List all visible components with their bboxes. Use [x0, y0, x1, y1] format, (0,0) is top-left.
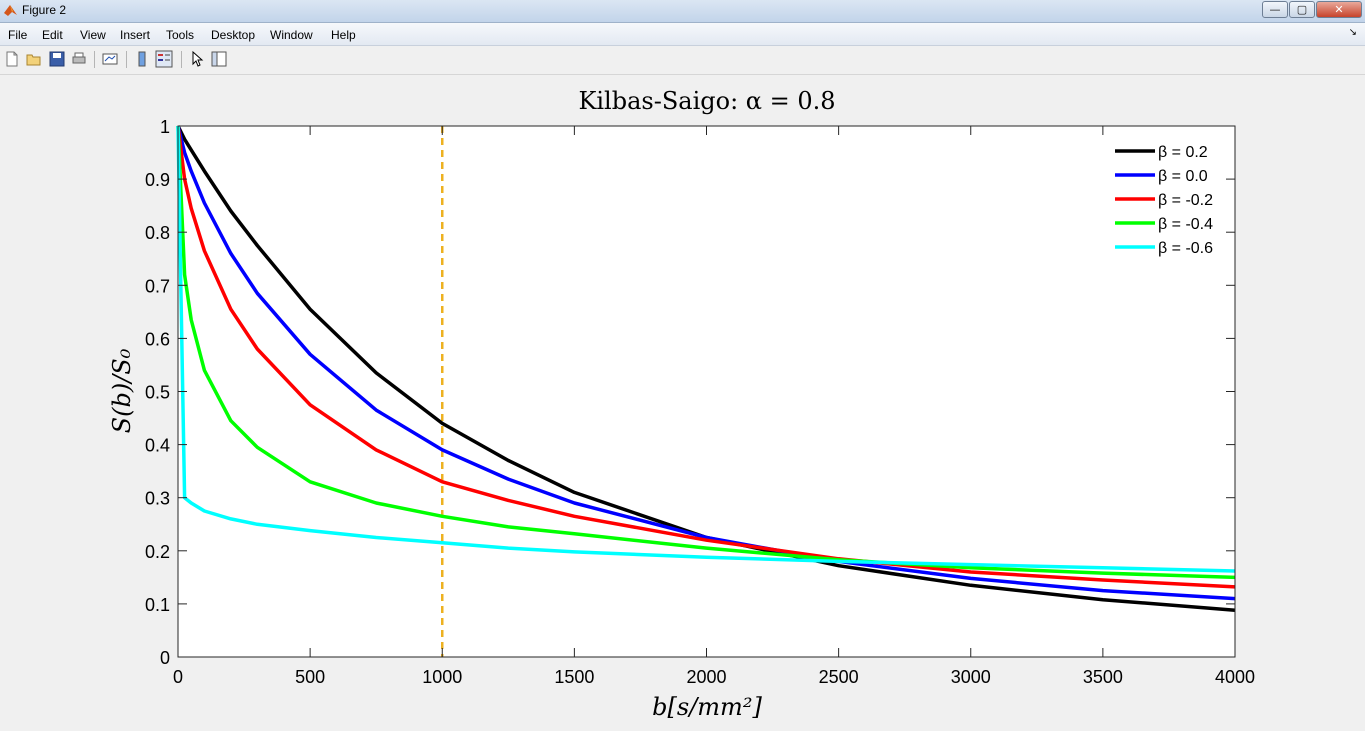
menu-edit[interactable]: Edit — [42, 28, 63, 42]
open-file-icon[interactable] — [25, 50, 43, 68]
y-tick-label: 0 — [160, 648, 170, 668]
series-line-0[interactable] — [176, 125, 1236, 613]
y-tick-label: 0.7 — [145, 276, 170, 296]
menu-insert[interactable]: Insert — [120, 28, 151, 42]
save-icon[interactable] — [48, 50, 66, 68]
window-title-bar[interactable]: Figure 2 — ▢ ✕ — [0, 0, 1365, 23]
link-plot-icon[interactable] — [101, 50, 119, 68]
y-tick-label: 1 — [160, 117, 170, 137]
y-tick-label: 0.5 — [145, 383, 170, 403]
x-tick-label: 3500 — [1083, 667, 1123, 687]
x-tick-label: 2500 — [819, 667, 859, 687]
y-tick-label: 0.8 — [145, 223, 170, 243]
print-icon[interactable] — [70, 50, 88, 68]
menu-desktop[interactable]: Desktop — [211, 28, 256, 42]
menu-bar: File Edit View Insert Tools Desktop Wind… — [0, 23, 1365, 46]
y-axis-label: S(b)/S₀ — [108, 348, 136, 433]
x-tick-label: 3000 — [951, 667, 991, 687]
x-tick-label: 1500 — [554, 667, 594, 687]
series-line-1[interactable] — [176, 125, 1236, 601]
tick-layer: 0 500 1000 1500 2000 2500 3000 3500 4000 0 0.1 0.2 0… — [145, 117, 1255, 687]
maximize-icon: ▢ — [1296, 3, 1308, 16]
dock-arrow-icon[interactable]: ↘ — [1348, 27, 1357, 38]
close-button[interactable]: ✕ — [1316, 1, 1362, 18]
x-axis-label: b[s/mm²] — [652, 693, 762, 721]
menu-help[interactable]: Help — [331, 28, 356, 42]
toolbar-separator — [94, 51, 95, 68]
figure-canvas: Kilbas-Saigo: α = 0.8 0 500 1000 1500 2000 25… — [0, 75, 1365, 727]
figure-toolbar — [0, 46, 1365, 75]
colorbar-icon[interactable] — [133, 50, 151, 68]
legend[interactable]: β = 0.2 β = 0.0 β = -0.2 β = -0.4 β = -0.6 — [1115, 144, 1213, 257]
legend-label-2: β = -0.2 — [1158, 192, 1213, 209]
y-tick-label: 0.4 — [145, 436, 170, 456]
legend-label-4: β = -0.6 — [1158, 240, 1213, 257]
legend-label-0: β = 0.2 — [1158, 144, 1208, 161]
x-tick-label: 0 — [173, 667, 183, 687]
toolbar-separator — [181, 51, 182, 68]
y-tick-label: 0.9 — [145, 170, 170, 190]
series-line-4[interactable] — [176, 125, 1236, 573]
new-figure-icon[interactable] — [3, 50, 21, 68]
y-tick-label: 0.1 — [145, 595, 170, 615]
minimize-button[interactable]: — — [1262, 1, 1288, 18]
y-tick-label: 0.6 — [145, 329, 170, 349]
y-tick-label: 0.3 — [145, 489, 170, 509]
legend-label-1: β = 0.0 — [1158, 168, 1208, 185]
close-icon: ✕ — [1334, 3, 1344, 16]
series-layer — [176, 125, 1236, 613]
x-tick-label: 4000 — [1215, 667, 1255, 687]
legend-label-3: β = -0.4 — [1158, 216, 1213, 233]
x-tick-label: 2000 — [686, 667, 726, 687]
x-tick-label: 1000 — [422, 667, 462, 687]
minimize-icon: — — [1269, 3, 1281, 16]
y-tick-label: 0.2 — [145, 542, 170, 562]
legend-icon[interactable] — [155, 50, 173, 68]
chart-title: Kilbas-Saigo: α = 0.8 — [578, 87, 835, 115]
property-editor-icon[interactable] — [210, 50, 228, 68]
matlab-logo-icon — [4, 5, 17, 16]
window-title: Figure 2 — [22, 3, 67, 17]
menu-file[interactable]: File — [8, 28, 28, 42]
edit-plot-arrow-icon[interactable] — [188, 50, 206, 68]
toolbar-separator — [126, 51, 127, 68]
menu-window[interactable]: Window — [270, 28, 313, 42]
menu-tools[interactable]: Tools — [166, 28, 195, 42]
x-tick-label: 500 — [295, 667, 325, 687]
menu-view[interactable]: View — [80, 28, 106, 42]
plot-svg[interactable]: Kilbas-Saigo: α = 0.8 0 500 1000 1500 2000 25… — [0, 75, 1365, 727]
maximize-button[interactable]: ▢ — [1289, 1, 1315, 18]
